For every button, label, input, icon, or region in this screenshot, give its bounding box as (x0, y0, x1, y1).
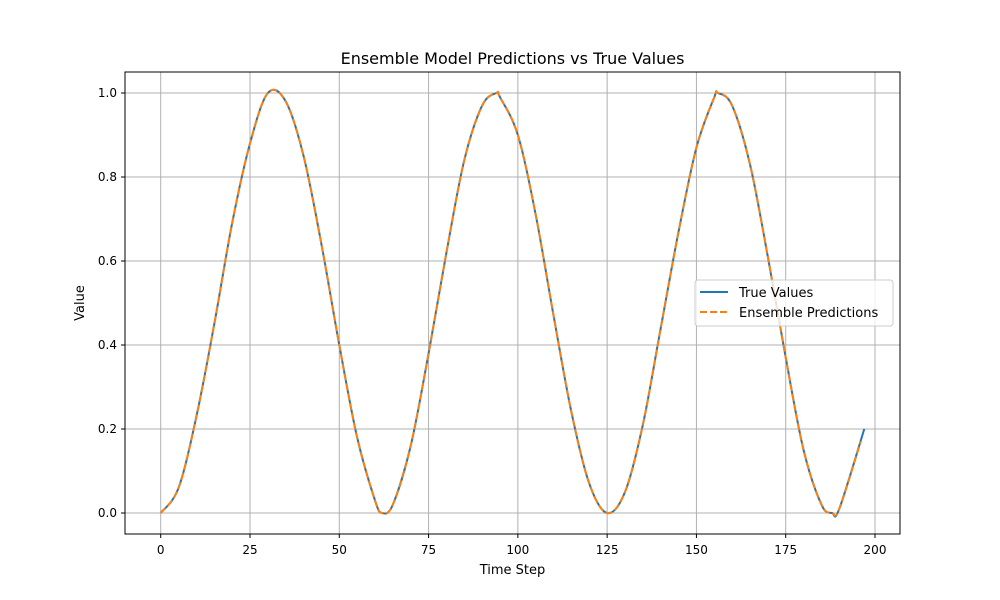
grid (125, 72, 900, 534)
x-tick-label: 125 (596, 543, 619, 557)
y-tick-label: 1.0 (98, 86, 117, 100)
x-tick-label: 0 (157, 543, 165, 557)
y-tick-label: 0.2 (98, 422, 117, 436)
y-tick-label: 0.0 (98, 506, 117, 520)
series-line-ensemble-predictions (159, 88, 862, 517)
plot-series (159, 88, 866, 518)
y-tick-label: 0.6 (98, 254, 117, 268)
legend-label-ensemble-predictions: Ensemble Predictions (739, 306, 878, 321)
x-tick-label: 175 (774, 543, 797, 557)
legend-label-true-values: True Values (738, 286, 813, 301)
x-tick-label: 100 (506, 543, 529, 557)
x-axis-label: Time Step (479, 563, 546, 578)
y-tick-label: 0.8 (98, 170, 117, 184)
legend: True Values Ensemble Predictions (694, 279, 894, 327)
y-tick-label: 0.4 (98, 338, 117, 352)
x-tick-label: 75 (421, 543, 436, 557)
x-tick-label: 150 (685, 543, 708, 557)
plot-frame (124, 71, 901, 535)
chart-title: Ensemble Model Predictions vs True Value… (341, 49, 685, 68)
axis-ticks: 0 25 50 75 100 125 150 175 200 0.0 0.2 0.4 0.6 0.8 1.0 (98, 86, 887, 557)
y-axis-label: Value (73, 285, 88, 321)
x-tick-label: 50 (332, 543, 347, 557)
x-tick-label: 200 (864, 543, 887, 557)
x-tick-label: 25 (242, 543, 257, 557)
legend-box (694, 279, 894, 327)
